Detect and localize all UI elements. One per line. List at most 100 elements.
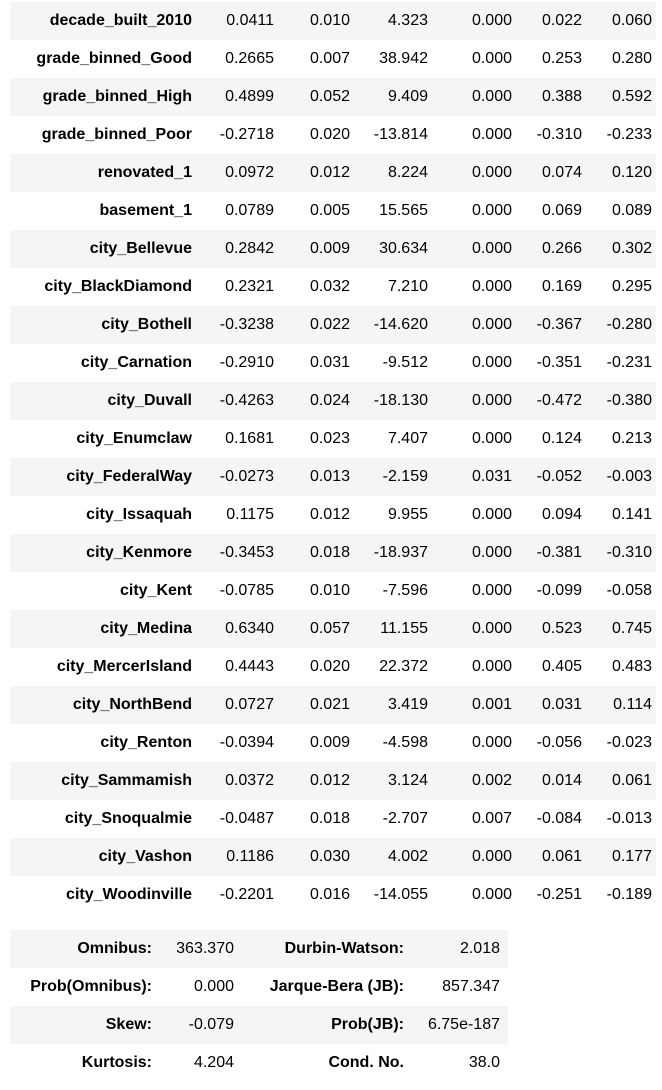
p-value: 0.000 — [471, 164, 512, 181]
std-err-value: 0.031 — [309, 354, 350, 371]
ci-high-value: -0.380 — [606, 392, 652, 409]
ci-high-value: 0.592 — [611, 88, 652, 105]
std-err-value: 0.052 — [309, 88, 350, 105]
ci-low-value: -0.251 — [536, 886, 582, 903]
ci-high-value: 0.280 — [611, 50, 652, 67]
table-row: city_FederalWay -0.0273 0.013 -2.159 0.0… — [10, 458, 656, 496]
ci-low-value: -0.472 — [536, 392, 582, 409]
variable-name: city_Woodinville — [66, 886, 192, 903]
ci-low-value: 0.061 — [541, 848, 582, 865]
ci-high-value: -0.189 — [606, 886, 652, 903]
ci-high-value: 0.295 — [611, 278, 652, 295]
diagnostics-row: Skew: -0.079 Prob(JB): 6.75e-187 — [10, 1006, 508, 1044]
coef-value: -0.0273 — [219, 468, 274, 485]
diagnostics-row: Kurtosis: 4.204 Cond. No. 38.0 — [10, 1044, 508, 1082]
t-value: 8.224 — [387, 164, 428, 181]
coef-value: 0.0372 — [225, 772, 274, 789]
ci-low-value: -0.099 — [536, 582, 582, 599]
ci-high-value: -0.058 — [606, 582, 652, 599]
ci-low-value: -0.310 — [536, 126, 582, 143]
variable-name: renovated_1 — [97, 164, 192, 181]
p-value: 0.001 — [471, 696, 512, 713]
p-value: 0.000 — [471, 202, 512, 219]
std-err-value: 0.030 — [309, 848, 350, 865]
coef-value: 0.2842 — [225, 240, 274, 257]
diagnostic-label: Prob(Omnibus): — [30, 978, 152, 995]
table-row: basement_1 0.0789 0.005 15.565 0.000 0.0… — [10, 192, 656, 230]
ci-low-value: 0.169 — [541, 278, 582, 295]
diagnostic-label: Prob(JB): — [331, 1016, 404, 1033]
t-value: 7.407 — [387, 430, 428, 447]
t-value: -2.707 — [382, 810, 428, 827]
p-value: 0.007 — [471, 810, 512, 827]
diagnostic-label: Durbin-Watson: — [284, 940, 404, 957]
diagnostic-value: 38.0 — [468, 1054, 500, 1071]
coef-value: 0.4899 — [225, 88, 274, 105]
t-value: 38.942 — [379, 50, 428, 67]
p-value: 0.000 — [471, 848, 512, 865]
ci-high-value: 0.141 — [611, 506, 652, 523]
p-value: 0.000 — [471, 886, 512, 903]
std-err-value: 0.005 — [309, 202, 350, 219]
variable-name: city_Renton — [100, 734, 192, 751]
ci-high-value: -0.023 — [606, 734, 652, 751]
ci-low-value: 0.094 — [541, 506, 582, 523]
ci-low-value: 0.069 — [541, 202, 582, 219]
ci-low-value: -0.381 — [536, 544, 582, 561]
std-err-value: 0.021 — [309, 696, 350, 713]
t-value: 7.210 — [387, 278, 428, 295]
diagnostic-value: 0.000 — [193, 978, 234, 995]
ci-high-value: 0.483 — [611, 658, 652, 675]
diagnostic-label: Jarque-Bera (JB): — [269, 978, 404, 995]
diagnostic-label: Skew: — [105, 1016, 152, 1033]
coef-value: -0.0487 — [219, 810, 274, 827]
ci-low-value: 0.253 — [541, 50, 582, 67]
p-value: 0.000 — [471, 240, 512, 257]
variable-name: city_Issaquah — [86, 506, 192, 523]
ci-low-value: 0.074 — [541, 164, 582, 181]
p-value: 0.000 — [471, 88, 512, 105]
variable-name: city_Kent — [119, 582, 192, 599]
table-row: city_BlackDiamond 0.2321 0.032 7.210 0.0… — [10, 268, 656, 306]
p-value: 0.000 — [471, 50, 512, 67]
p-value: 0.000 — [471, 658, 512, 675]
t-value: 4.323 — [387, 12, 428, 29]
diagnostics-row: Omnibus: 363.370 Durbin-Watson: 2.018 — [10, 930, 508, 968]
table-row: city_Enumclaw 0.1681 0.023 7.407 0.000 0… — [10, 420, 656, 458]
std-err-value: 0.032 — [309, 278, 350, 295]
t-value: 15.565 — [379, 202, 428, 219]
ci-high-value: 0.213 — [611, 430, 652, 447]
std-err-value: 0.024 — [309, 392, 350, 409]
ci-high-value: -0.013 — [606, 810, 652, 827]
ci-high-value: -0.003 — [606, 468, 652, 485]
coef-value: -0.3453 — [219, 544, 274, 561]
t-value: 11.155 — [380, 620, 428, 637]
p-value: 0.000 — [471, 506, 512, 523]
table-row: city_Duvall -0.4263 0.024 -18.130 0.000 … — [10, 382, 656, 420]
std-err-value: 0.007 — [309, 50, 350, 67]
coef-value: 0.1186 — [226, 848, 274, 865]
diagnostic-value: -0.079 — [188, 1016, 234, 1033]
variable-name: basement_1 — [99, 202, 193, 219]
t-value: -7.596 — [382, 582, 428, 599]
coefficients-table: decade_built_2010 0.0411 0.010 4.323 0.0… — [10, 2, 656, 914]
diagnostic-value: 2.018 — [459, 940, 500, 957]
ci-high-value: -0.310 — [606, 544, 652, 561]
ci-low-value: -0.351 — [536, 354, 582, 371]
ci-low-value: -0.084 — [536, 810, 582, 827]
table-row: city_Kent -0.0785 0.010 -7.596 0.000 -0.… — [10, 572, 656, 610]
p-value: 0.000 — [471, 734, 512, 751]
std-err-value: 0.020 — [309, 658, 350, 675]
variable-name: city_Enumclaw — [76, 430, 192, 447]
coef-value: 0.6340 — [225, 620, 274, 637]
ci-high-value: -0.233 — [606, 126, 652, 143]
ci-low-value: 0.266 — [541, 240, 582, 257]
p-value: 0.000 — [471, 126, 512, 143]
coef-value: 0.2321 — [225, 278, 274, 295]
variable-name: city_Kenmore — [86, 544, 192, 561]
p-value: 0.000 — [471, 12, 512, 29]
variable-name: grade_binned_High — [42, 88, 192, 105]
std-err-value: 0.012 — [309, 164, 350, 181]
ci-high-value: 0.745 — [611, 620, 652, 637]
table-row: city_Snoqualmie -0.0487 0.018 -2.707 0.0… — [10, 800, 656, 838]
